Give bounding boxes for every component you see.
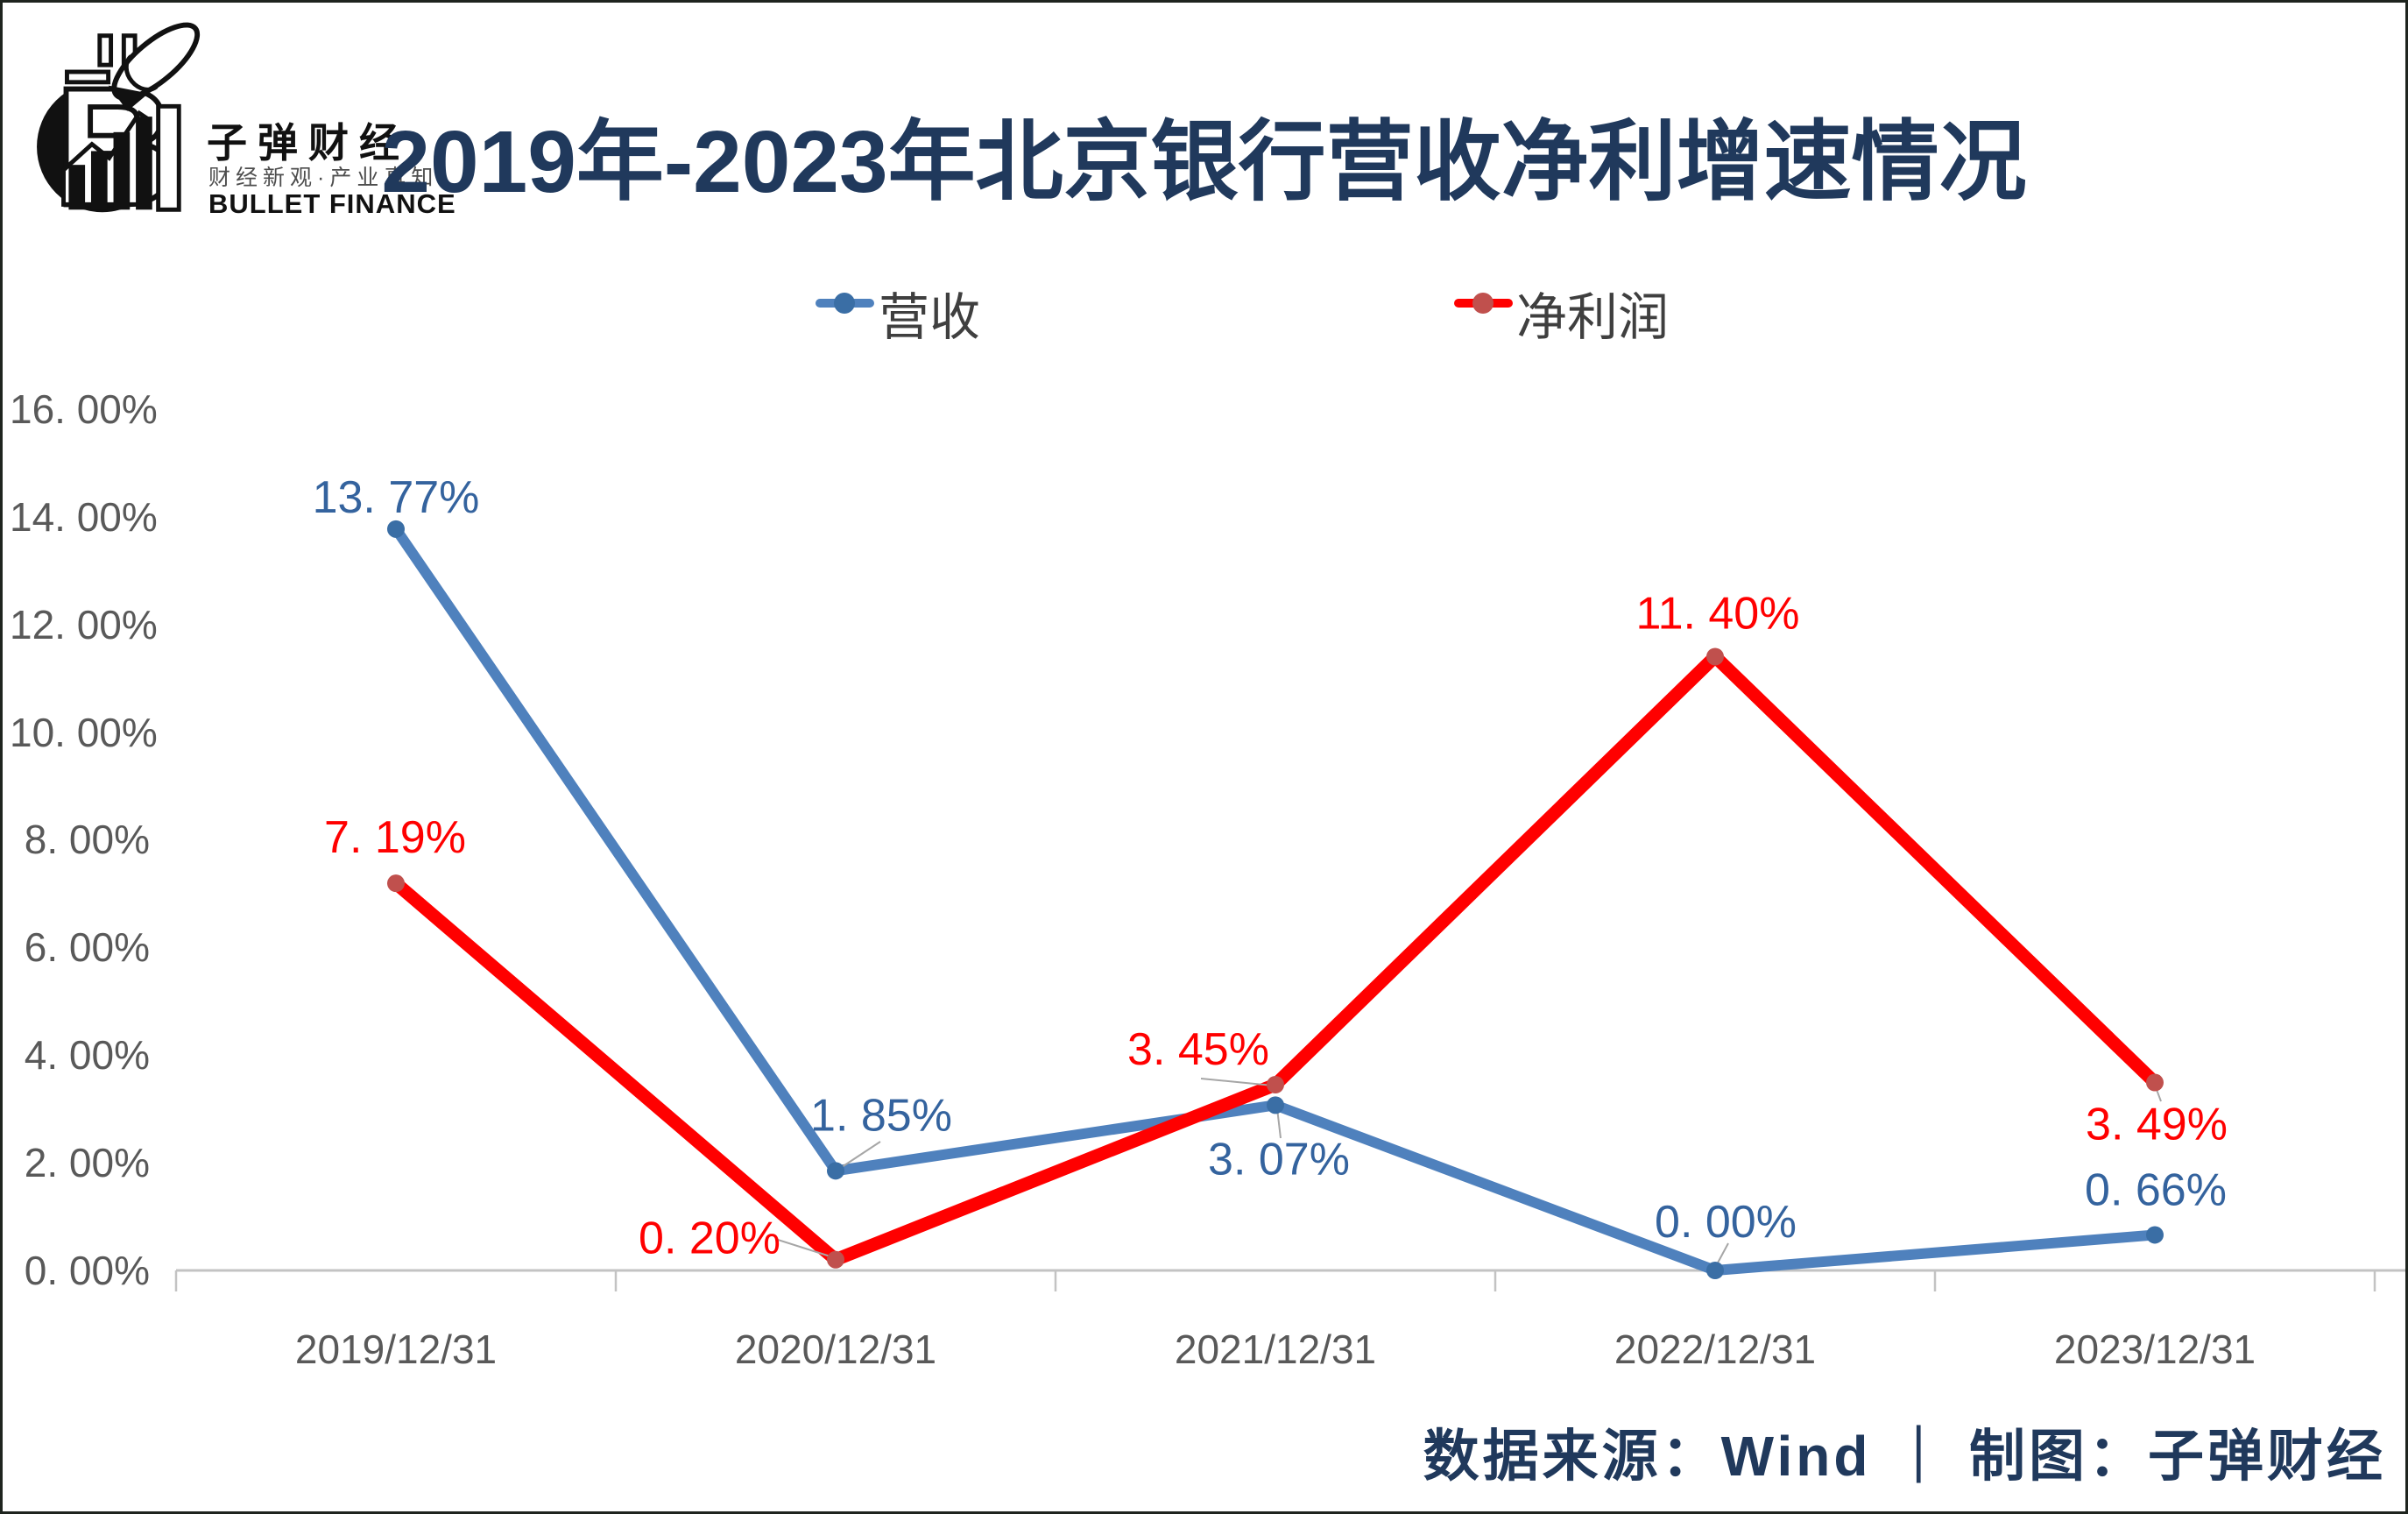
legend-item-revenue: 营收 xyxy=(879,289,981,346)
label-leader-line xyxy=(1200,1078,1274,1086)
logo-name-en: BULLET FINANCE xyxy=(208,188,456,219)
data-point-marker xyxy=(827,1250,844,1269)
bullet-finance-logo: B 子弹财经 财经新观·产业真知 BULLET FINANCE xyxy=(29,22,455,232)
x-axis-label: 2022/12/31 xyxy=(1614,1327,1817,1372)
chart-title: 2019年-2023年北京银行营收净利增速情况 xyxy=(381,113,2027,211)
data-point-marker xyxy=(1267,1075,1284,1093)
data-label: 0. 00% xyxy=(1655,1197,1797,1248)
logo-mark-icon: B xyxy=(37,22,201,224)
data-point-marker xyxy=(387,874,405,893)
x-axis-label: 2019/12/31 xyxy=(294,1327,498,1372)
data-label: 13. 77% xyxy=(313,472,480,523)
y-axis-label: 2. 00% xyxy=(24,1140,150,1186)
logo-tagline: 财经新观·产业真知 xyxy=(208,166,439,190)
x-axis-label: 2023/12/31 xyxy=(2053,1327,2256,1372)
data-label: 1. 85% xyxy=(810,1090,952,1141)
data-point-marker xyxy=(1267,1096,1284,1114)
logo-name: 子弹财经 xyxy=(207,120,410,166)
data-label: 0. 20% xyxy=(639,1213,780,1264)
legend-item-net-profit: 净利润 xyxy=(1516,289,1670,346)
line-chart: 13. 77% 1. 85% 3. 07% 0. 00% 0. 66% 7. 19% 0. … xyxy=(174,293,2405,1291)
x-axis-label: 2021/12/31 xyxy=(1174,1327,1377,1372)
y-axis-label: 6. 00% xyxy=(24,924,150,971)
y-axis-label: 10. 00% xyxy=(10,709,158,755)
data-point-marker xyxy=(827,1162,844,1180)
label-leader-line xyxy=(777,1239,834,1258)
data-label: 3. 07% xyxy=(1208,1134,1350,1185)
data-label: 11. 40% xyxy=(1636,588,1800,639)
y-axis-label: 12. 00% xyxy=(10,601,158,647)
data-point-marker xyxy=(2146,1226,2164,1244)
data-point-marker xyxy=(387,520,405,538)
data-label: 3. 49% xyxy=(2086,1100,2228,1150)
logo-bullet-icon xyxy=(108,22,201,111)
y-axis-label: 14. 00% xyxy=(10,493,158,540)
x-axis-label: 2020/12/31 xyxy=(734,1327,937,1372)
legend-marker-dot xyxy=(1472,293,1494,314)
y-axis-label: 16. 00% xyxy=(10,386,158,432)
data-label: 3. 45% xyxy=(1127,1024,1269,1075)
y-axis-label: 0. 00% xyxy=(24,1248,150,1293)
logo-bars xyxy=(61,103,181,212)
data-label: 7. 19% xyxy=(324,812,466,863)
data-point-marker xyxy=(1706,1262,1724,1279)
y-axis-label: 8. 00% xyxy=(24,817,150,863)
data-point-marker xyxy=(2146,1073,2164,1092)
legend-marker-dot xyxy=(834,293,855,314)
data-label: 0. 66% xyxy=(2085,1164,2227,1215)
label-leader-line xyxy=(838,1141,881,1170)
y-axis-label: 4. 00% xyxy=(24,1032,150,1079)
source-credit: 数据来源：Wind ｜ 制图：子弹财经 xyxy=(1423,1425,2386,1488)
data-point-marker xyxy=(1706,647,1724,666)
